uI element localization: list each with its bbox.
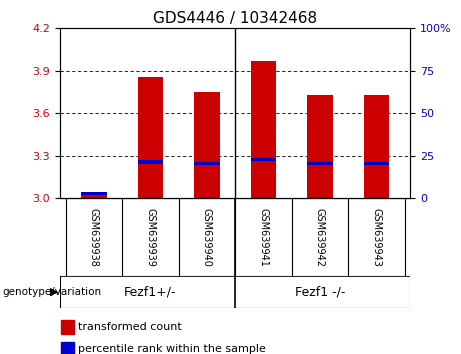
Bar: [81, 192, 106, 195]
Bar: [251, 61, 276, 198]
Text: ▶: ▶: [50, 287, 58, 297]
Text: transformed count: transformed count: [77, 322, 182, 332]
Text: GSM639941: GSM639941: [258, 208, 268, 267]
Text: GSM639939: GSM639939: [145, 208, 155, 267]
Bar: [138, 160, 163, 164]
Bar: [194, 92, 219, 198]
Text: GSM639943: GSM639943: [372, 208, 381, 267]
Bar: [61, 342, 74, 354]
Bar: [364, 162, 389, 165]
Text: GSM639938: GSM639938: [89, 208, 99, 267]
Bar: [61, 320, 74, 335]
Bar: [81, 194, 106, 198]
Text: GSM639942: GSM639942: [315, 208, 325, 267]
Bar: [307, 162, 332, 165]
Bar: [307, 95, 332, 198]
Text: Fezf1 -/-: Fezf1 -/-: [295, 286, 345, 298]
Text: genotype/variation: genotype/variation: [2, 287, 101, 297]
Text: percentile rank within the sample: percentile rank within the sample: [77, 344, 266, 354]
Bar: [251, 158, 276, 161]
Text: Fezf1+/-: Fezf1+/-: [124, 286, 177, 298]
Bar: [138, 77, 163, 198]
Bar: [364, 95, 389, 198]
Title: GDS4446 / 10342468: GDS4446 / 10342468: [153, 11, 317, 26]
Bar: [194, 162, 219, 165]
Text: GSM639940: GSM639940: [202, 208, 212, 267]
